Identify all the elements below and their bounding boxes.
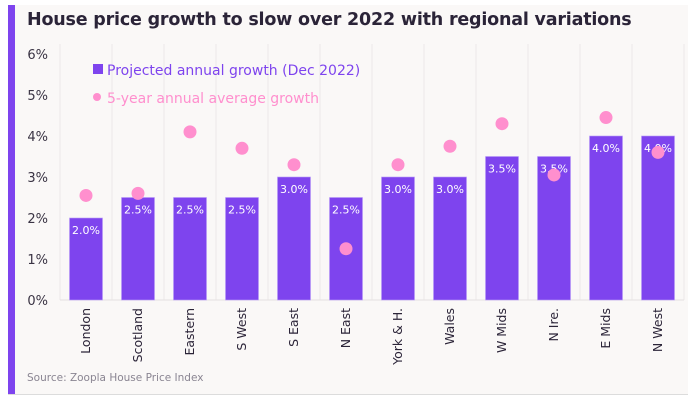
y-tick-label: 6% <box>27 48 48 63</box>
bar <box>225 197 259 301</box>
y-tick-label: 4% <box>27 130 48 145</box>
y-tick-label: 1% <box>27 253 48 268</box>
bar <box>121 197 155 301</box>
accent-bar <box>8 5 15 394</box>
x-tick-label: E Mids <box>598 308 613 349</box>
source-note: Source: Zoopla House Price Index <box>27 372 204 384</box>
bar-value-label: 3.0% <box>436 183 464 196</box>
bar <box>381 176 415 301</box>
average-dot <box>391 158 405 172</box>
bar <box>433 176 467 301</box>
bar-value-label: 2.5% <box>176 204 204 217</box>
y-tick-label: 2% <box>27 212 48 227</box>
average-dot <box>599 111 613 125</box>
legend: Projected annual growth (Dec 2022) 5-yea… <box>93 63 360 107</box>
x-tick-label: N West <box>650 308 665 352</box>
legend-dot-label: 5-year annual average growth <box>107 91 319 107</box>
x-tick-label: N Ire. <box>546 308 561 342</box>
bar-value-label: 3.0% <box>280 183 308 196</box>
y-axis-ticks: 0% 1% 2% 3% 4% 5% 6% <box>27 48 48 309</box>
x-axis-labels: London Scotland Eastern S West S East N East Y… <box>78 308 665 366</box>
bar-value-label: 4.0% <box>592 142 620 155</box>
bar-value-label: 2.5% <box>228 204 256 217</box>
x-tick-label: S East <box>286 308 301 347</box>
x-tick-label: N East <box>338 308 353 348</box>
legend-bar-label: Projected annual growth (Dec 2022) <box>107 63 360 79</box>
x-tick-label: London <box>78 308 93 354</box>
average-dot <box>651 145 665 159</box>
average-dot <box>287 158 301 172</box>
chart-title: House price growth to slow over 2022 wit… <box>27 10 632 30</box>
grid-lines <box>59 44 685 301</box>
bar-value-labels: 2.0%2.5%2.5%2.5%3.0%2.5%3.0%3.0%3.5%3.5%… <box>72 142 672 237</box>
x-tick-label: S West <box>234 308 249 351</box>
bars <box>69 135 675 301</box>
average-dot <box>79 188 93 202</box>
legend-bar-swatch <box>93 64 103 74</box>
x-tick-label: Scotland <box>130 308 145 362</box>
average-dots <box>79 111 665 256</box>
y-tick-label: 5% <box>27 89 48 104</box>
average-dot <box>235 141 249 155</box>
bar-value-label: 2.5% <box>332 204 360 217</box>
bar <box>641 135 675 301</box>
bar <box>277 176 311 301</box>
bar <box>589 135 623 301</box>
x-tick-label: Eastern <box>182 308 197 356</box>
x-tick-label: York & H. <box>390 308 405 366</box>
y-tick-label: 3% <box>27 171 48 186</box>
bar-value-label: 2.5% <box>124 204 152 217</box>
average-dot <box>547 168 561 182</box>
bar-value-label: 3.0% <box>384 183 412 196</box>
legend-dot-swatch <box>93 93 101 101</box>
bar <box>485 156 519 301</box>
bar <box>173 197 207 301</box>
y-tick-label: 0% <box>27 294 48 309</box>
bar-value-label: 3.5% <box>488 163 516 176</box>
average-dot <box>495 117 509 131</box>
average-dot <box>183 125 197 139</box>
bar <box>69 217 103 301</box>
average-dot <box>131 186 145 200</box>
x-tick-label: W Mids <box>494 308 509 353</box>
bar-value-label: 2.0% <box>72 224 100 237</box>
x-tick-label: Wales <box>442 308 457 345</box>
average-dot <box>339 242 353 256</box>
average-dot <box>443 139 457 153</box>
